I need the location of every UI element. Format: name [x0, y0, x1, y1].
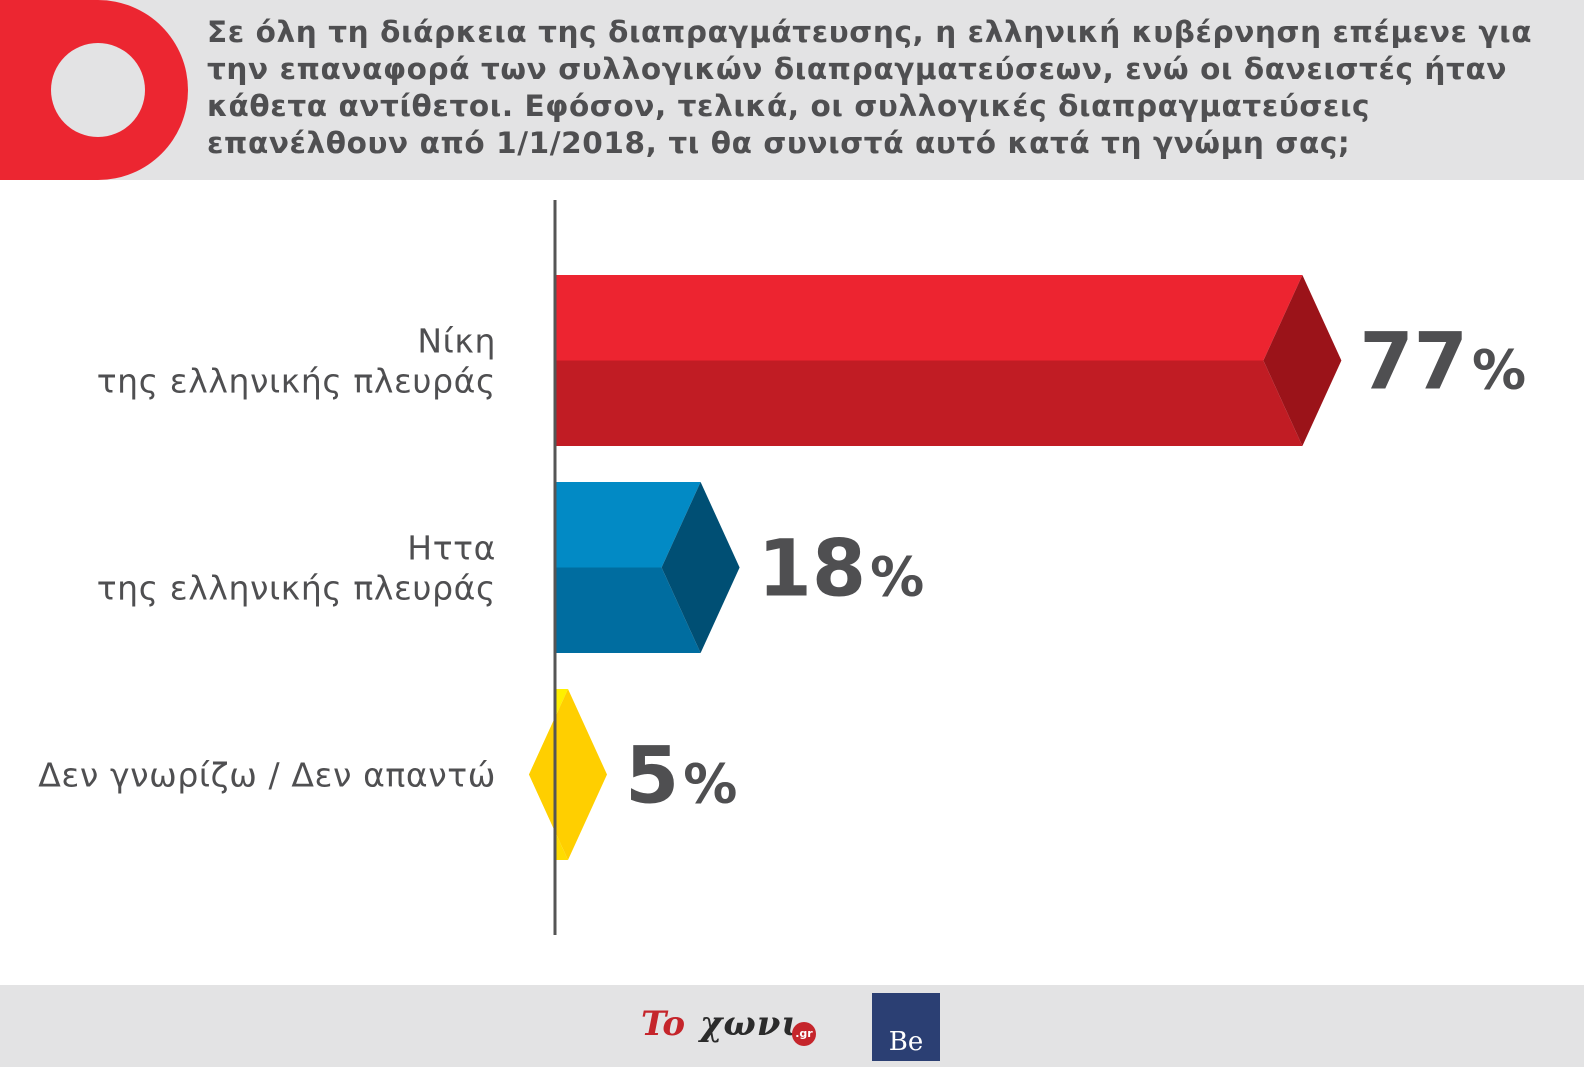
bar-1-top-face — [556, 275, 1303, 361]
bar-3-tip-face — [529, 689, 607, 860]
bar-1-bottom-face — [556, 360, 1303, 446]
bar-2-value-label: 18% — [758, 525, 925, 615]
bar-2-bottom-face — [556, 567, 701, 653]
toxwni-logo-prefix: To — [641, 1004, 686, 1044]
bar-1-value-number: 77 — [1359, 318, 1468, 408]
bar-2-value-number: 18 — [758, 525, 867, 615]
category-1-label-line-2: της ελληνικής πλευράς — [97, 362, 496, 401]
bar-chart: 77% Νίκη της ελληνικής πλευράς 18% Ηττα της ε… — [0, 180, 1584, 985]
be-logo-text: Be — [888, 1027, 924, 1057]
category-1-label-line-1: Νίκη — [417, 322, 496, 361]
bar-2-value-percent: % — [870, 546, 924, 609]
category-2-label-line-2: της ελληνικής πλευράς — [97, 569, 496, 608]
bar-2-top-face — [556, 482, 701, 568]
bar-1-tip-face — [1263, 275, 1342, 446]
footer-bar — [0, 985, 1584, 1067]
bar-1-value-percent: % — [1472, 339, 1526, 402]
header-banner: Σε όλη τη διάρκεια της διαπραγμάτευσης, … — [0, 0, 1584, 180]
bar-2-tip-face — [661, 482, 740, 653]
toxwni-logo-gr-badge: .gr — [792, 1022, 816, 1046]
survey-question: Σε όλη τη διάρκεια της διαπραγμάτευσης, … — [207, 15, 1533, 160]
category-2-label-line-1: Ηττα — [407, 529, 496, 568]
red-circle-badge-icon — [0, 0, 188, 180]
bar-3-value-label: 5% — [625, 732, 737, 822]
category-3-label-line-1: Δεν γνωρίζω / Δεν απαντώ — [38, 756, 496, 795]
bar-3-value-number: 5 — [625, 732, 679, 822]
be-logo: Be — [872, 993, 940, 1061]
toxwni-logo-text: χωνι — [700, 1004, 799, 1044]
bar-3-value-percent: % — [683, 753, 737, 816]
bar-1-value-label: 77% — [1359, 318, 1526, 408]
